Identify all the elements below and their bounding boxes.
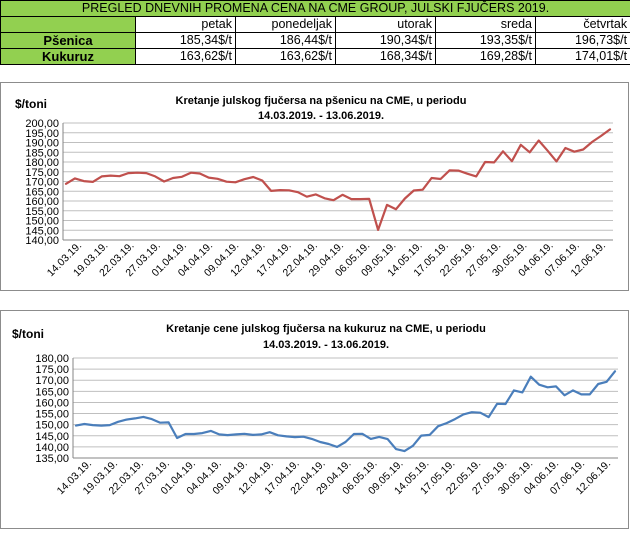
chart-subtitle: 14.03.2019. - 13.06.2019.	[258, 110, 384, 122]
day-header: četvrtak	[536, 17, 630, 33]
corn-price-chart: Kretanje cene julskog fjučersa na kukuru…	[1, 311, 628, 528]
day-header: petak	[136, 17, 236, 33]
y-tick-label: 135,00	[35, 453, 69, 465]
price-cell: 168,34$/t	[336, 49, 436, 65]
price-cell: 193,35$/t	[436, 33, 536, 49]
table-row: Pšenica 185,34$/t 186,44$/t 190,34$/t 19…	[1, 33, 630, 49]
table-title: PREGLED DNEVNIH PROMENA CENA NA CME GROU…	[1, 1, 630, 17]
y-axis-label: $/toni	[15, 97, 47, 111]
chart-subtitle: 14.03.2019. - 13.06.2019.	[263, 339, 389, 351]
price-table: PREGLED DNEVNIH PROMENA CENA NA CME GROU…	[0, 0, 630, 65]
price-cell: 163,62$/t	[136, 49, 236, 65]
table-row: Kukuruz 163,62$/t 163,62$/t 168,34$/t 16…	[1, 49, 630, 65]
y-tick-label: 155,00	[35, 409, 69, 421]
y-tick-label: 170,00	[35, 375, 69, 387]
y-tick-label: 165,00	[35, 386, 69, 398]
y-tick-label: 150,00	[35, 420, 69, 432]
table-corner-cell	[1, 17, 136, 33]
y-tick-label: 160,00	[35, 397, 69, 409]
day-header: ponedeljak	[236, 17, 336, 33]
wheat-price-chart: Kretanje julskog fjučersa na pšenicu na …	[1, 83, 628, 290]
y-tick-label: 145,00	[35, 431, 69, 443]
wheat-chart-panel: Kretanje julskog fjučersa na pšenicu na …	[0, 82, 629, 291]
row-name: Kukuruz	[1, 49, 136, 65]
y-tick-label: 140,00	[35, 442, 69, 454]
y-tick-label: 180,00	[35, 353, 69, 365]
price-cell: 186,44$/t	[236, 33, 336, 49]
price-cell: 163,62$/t	[236, 49, 336, 65]
row-name: Pšenica	[1, 33, 136, 49]
y-tick-label: 200,00	[25, 118, 59, 130]
price-cell: 169,28$/t	[436, 49, 536, 65]
series-line	[66, 129, 610, 230]
day-header: sreda	[436, 17, 536, 33]
price-cell: 190,34$/t	[336, 33, 436, 49]
price-cell: 185,34$/t	[136, 33, 236, 49]
chart-title: Kretanje cene julskog fjučersa na kukuru…	[166, 323, 486, 335]
corn-chart-panel: Kretanje cene julskog fjučersa na kukuru…	[0, 310, 629, 529]
price-cell: 196,73$/t	[536, 33, 630, 49]
series-line	[76, 371, 615, 451]
chart-title: Kretanje julskog fjučersa na pšenicu na …	[176, 95, 467, 107]
price-cell: 174,01$/t	[536, 49, 630, 65]
y-axis-label: $/toni	[12, 327, 44, 341]
day-header: utorak	[336, 17, 436, 33]
y-tick-label: 175,00	[35, 364, 69, 376]
